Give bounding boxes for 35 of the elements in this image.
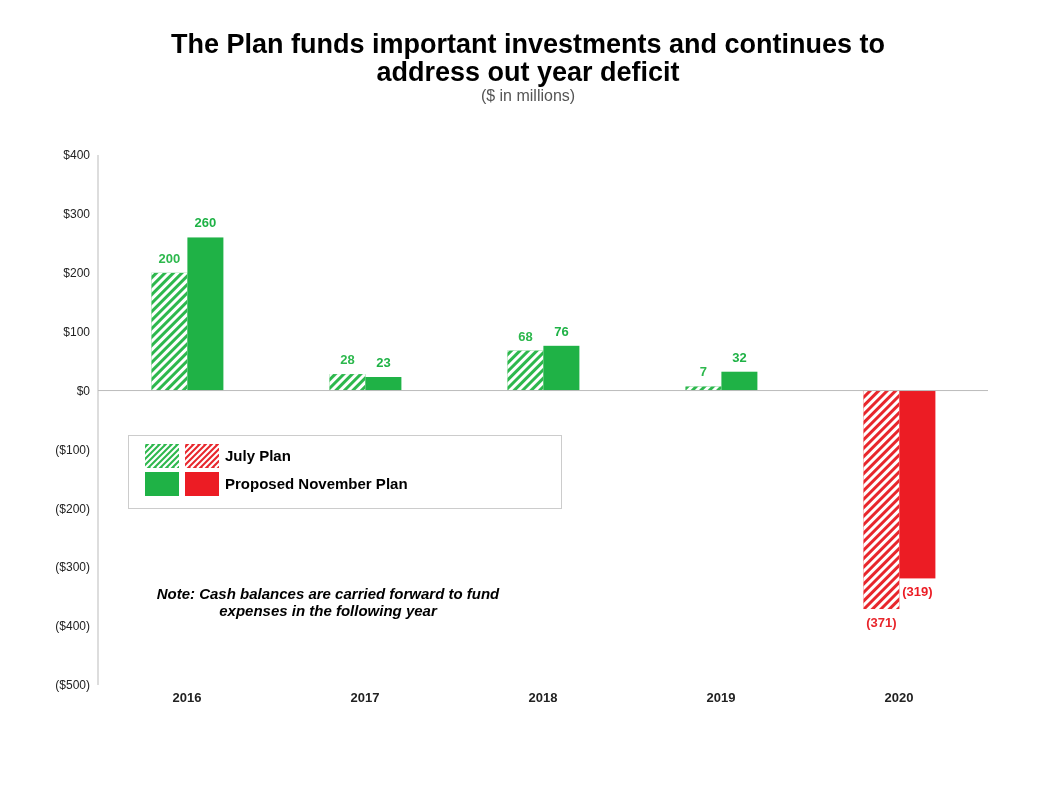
data-label: 76 [554, 323, 569, 339]
annotation: Note: Cash balances are carried forward to fund expenses in the following year [155, 584, 501, 619]
x-tick-label: 2017 [350, 689, 380, 705]
x-tick-label: 2016 [172, 689, 202, 705]
bar [721, 371, 758, 391]
data-label: (319) [902, 584, 933, 600]
legend-label: Proposed November Plan [225, 475, 408, 493]
bar [365, 376, 402, 391]
chart-subtitle: ($ in millions) [479, 86, 576, 105]
y-tick-label: ($500) [55, 677, 90, 692]
y-tick-label: $300 [63, 206, 91, 221]
data-label: 200 [158, 250, 181, 266]
y-tick-label: $200 [63, 265, 91, 280]
data-label: 23 [376, 354, 391, 370]
y-tick-label: $400 [63, 147, 91, 162]
x-tick-label: 2020 [884, 689, 914, 705]
y-tick-label: $0 [76, 383, 91, 398]
y-tick-label: $100 [63, 324, 91, 339]
data-label: 68 [518, 328, 533, 344]
chart-title: The Plan funds important investments and continues to address out year deficit [169, 29, 887, 88]
legend-label: July Plan [225, 447, 291, 465]
y-tick-label: ($200) [55, 501, 90, 516]
y-tick-label: ($400) [55, 619, 90, 634]
bar [899, 390, 936, 579]
bar [543, 345, 580, 391]
x-tick-label: 2019 [706, 689, 736, 705]
data-label: 28 [340, 351, 355, 367]
y-tick-label: ($300) [55, 560, 90, 575]
data-label: 260 [194, 215, 217, 231]
bar [187, 237, 224, 391]
y-tick-label: ($100) [55, 442, 90, 457]
data-label: 32 [732, 349, 747, 365]
data-label: (371) [866, 614, 897, 630]
x-tick-label: 2018 [528, 689, 558, 705]
data-label: 7 [699, 364, 708, 380]
